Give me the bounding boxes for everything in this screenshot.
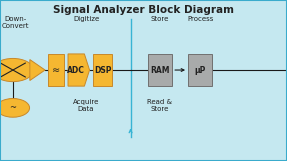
Text: Signal Analyzer Block Diagram: Signal Analyzer Block Diagram [53, 5, 234, 15]
FancyBboxPatch shape [148, 54, 172, 86]
Text: ~: ~ [9, 103, 16, 112]
Text: ≈: ≈ [52, 65, 60, 75]
Text: Down-
Convert: Down- Convert [2, 16, 30, 29]
FancyBboxPatch shape [188, 54, 212, 86]
Text: Process: Process [188, 16, 214, 22]
Text: DSP: DSP [94, 66, 111, 75]
Text: ADC: ADC [67, 66, 85, 75]
Polygon shape [30, 60, 45, 80]
Circle shape [0, 58, 34, 82]
Text: Store: Store [150, 16, 168, 22]
FancyBboxPatch shape [93, 54, 112, 86]
Circle shape [0, 99, 30, 117]
Text: μP: μP [195, 66, 206, 75]
Text: Digitize: Digitize [73, 16, 99, 22]
FancyBboxPatch shape [48, 54, 64, 86]
Text: Read &
Store: Read & Store [147, 99, 172, 112]
Text: RAM: RAM [150, 66, 170, 75]
Text: Acquire
Data: Acquire Data [73, 99, 99, 112]
Polygon shape [68, 54, 90, 86]
